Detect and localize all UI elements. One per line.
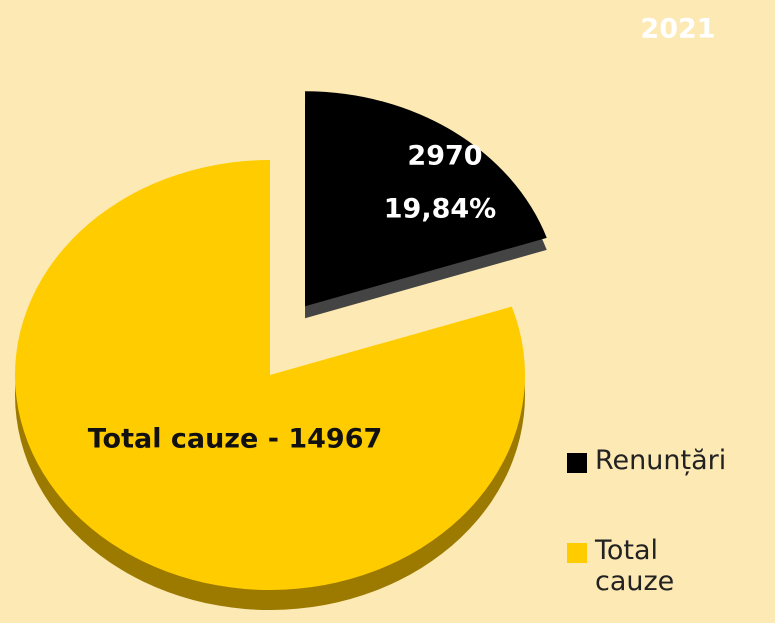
legend-label: Renunțări (595, 445, 727, 476)
data-label: Total cauze - 14967 (88, 424, 383, 455)
data-label: 2970 (407, 141, 482, 172)
chart-title: 2021 (640, 14, 715, 45)
slice (305, 91, 547, 307)
slice (15, 160, 526, 590)
legend-item: Total cauze (567, 535, 695, 597)
legend-label: Total cauze (595, 535, 675, 597)
data-label: 19,84% (384, 194, 496, 225)
legend-item: Renunțări (567, 445, 775, 476)
legend-swatch (567, 453, 587, 473)
legend-swatch (567, 543, 587, 563)
